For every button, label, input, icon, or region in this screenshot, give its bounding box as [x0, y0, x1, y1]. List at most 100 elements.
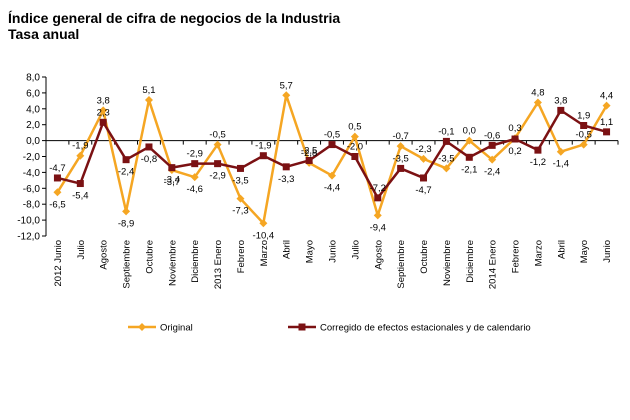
data-label: 1,1: [600, 117, 613, 128]
data-label: -1,9: [72, 141, 88, 152]
data-label: 0,2: [508, 146, 521, 157]
x-tick-label: 2012 Junio: [53, 240, 64, 286]
data-label: 5,7: [280, 80, 293, 91]
data-label: -9,4: [370, 222, 386, 233]
x-tick-label: Noviembre: [167, 240, 178, 286]
y-tick-label: 8,0: [26, 73, 40, 84]
data-point-original: [373, 211, 382, 220]
x-tick-label: 2013 Enero: [213, 240, 224, 289]
data-label: -2,4: [118, 167, 134, 178]
x-tick-label: Abril: [556, 240, 567, 259]
x-tick-label: Junio: [328, 240, 339, 263]
data-point-corregido: [99, 118, 107, 126]
legend: Original Corregido de efectos estacionale…: [128, 323, 531, 334]
x-tick-label: Octubre: [419, 240, 430, 274]
data-point-original: [328, 171, 336, 180]
x-tick-label: Agosto: [99, 240, 110, 270]
x-tick-label: Septiembre: [122, 240, 133, 289]
chart-subtitle: Tasa anual: [8, 26, 80, 42]
x-tick-label: Mayo: [579, 240, 590, 263]
data-point-original: [99, 106, 108, 115]
data-label: -3,4: [164, 175, 180, 186]
x-tick-label: Diciembre: [465, 240, 476, 283]
x-tick-label: Julio: [76, 240, 87, 260]
data-label: -0,7: [392, 131, 408, 142]
data-label: -5,4: [72, 191, 88, 202]
data-point-corregido: [511, 135, 519, 143]
data-label: -0,5: [575, 130, 591, 141]
data-point-corregido: [534, 146, 542, 154]
data-point-corregido: [259, 152, 267, 160]
data-label: -4,4: [324, 183, 340, 194]
x-tick-label: Noviembre: [442, 240, 453, 286]
data-label: -2,3: [415, 144, 431, 155]
x-tick-label: Agosto: [373, 240, 384, 270]
data-label: -10,4: [253, 230, 275, 241]
legend-label-original: Original: [160, 323, 193, 334]
data-label: -2,0: [347, 142, 363, 153]
data-point-corregido: [420, 174, 428, 182]
data-label: -1,4: [553, 159, 569, 170]
data-label: -2,8: [301, 148, 317, 159]
data-label: 5,1: [142, 85, 155, 96]
data-label: -1,9: [255, 141, 271, 152]
data-labels: -6,5 -1,9 3,8 -8,9 5,1 -3,7 -4,6 -0,5 -7,3 -10,4 5…: [49, 80, 613, 241]
data-label: -3,5: [232, 175, 248, 186]
data-label: -7,3: [232, 206, 248, 217]
data-label: 1,9: [577, 110, 590, 121]
data-label: -0,5: [209, 130, 225, 141]
x-tick-label: Diciembre: [190, 240, 201, 283]
data-point-original: [53, 188, 62, 197]
data-label: -8,9: [118, 218, 134, 229]
y-tick-label: 0,0: [26, 136, 40, 147]
data-label: -0,8: [141, 154, 157, 165]
y-tick-label: -6,0: [23, 184, 41, 195]
data-label: 0,0: [463, 126, 476, 137]
x-tick-label: 2014 Enero: [488, 240, 499, 289]
data-point-original: [579, 140, 588, 149]
data-point-original: [419, 154, 428, 163]
data-label: -0,5: [324, 130, 340, 141]
data-point-corregido: [580, 121, 588, 129]
data-point-corregido: [76, 180, 84, 188]
data-label: 4,8: [531, 87, 544, 98]
legend-label-corregido: Corregido de efectos estacionales y de c…: [320, 323, 531, 334]
y-tick-label: -8,0: [23, 200, 41, 211]
data-label: -2,9: [187, 149, 203, 160]
data-point-original: [488, 155, 497, 164]
data-point-original: [396, 142, 405, 151]
y-tick-label: 6,0: [26, 88, 40, 99]
legend-marker-original: [138, 323, 146, 331]
data-point-original: [442, 164, 451, 173]
data-label: -4,7: [49, 163, 65, 174]
x-tick-label: Febrero: [511, 240, 522, 273]
data-point-corregido: [145, 143, 153, 151]
data-label: -4,7: [415, 185, 431, 196]
x-tick-label: Abril: [282, 240, 293, 259]
x-tick-label: Julio: [350, 240, 361, 260]
data-point-corregido: [465, 153, 473, 161]
data-label: -1,2: [530, 157, 546, 168]
y-tick-label: 4,0: [26, 104, 40, 115]
data-label: -2,9: [209, 171, 225, 182]
data-label: -2,5: [301, 145, 317, 156]
data-point-original: [122, 207, 131, 216]
data-point-original: [282, 91, 291, 100]
data-point-corregido: [122, 156, 130, 164]
chart-title: Índice general de cifra de negocios de l…: [8, 10, 341, 26]
x-tick-label: Septiembre: [396, 240, 407, 289]
data-label: 0,3: [508, 123, 521, 134]
data-label: 3,8: [554, 95, 567, 106]
data-label: 3,8: [97, 95, 110, 106]
data-point-original: [144, 96, 153, 105]
x-tick-label: Febrero: [236, 240, 247, 273]
x-tick-label: Mayo: [305, 240, 316, 263]
data-point-corregido: [374, 194, 382, 202]
data-point-corregido: [191, 160, 199, 168]
data-label: -3,5: [438, 153, 454, 164]
y-tick-label: -10,0: [17, 216, 40, 227]
y-tick-label: -12,0: [17, 232, 40, 243]
data-point-corregido: [305, 156, 313, 164]
data-point-original: [465, 136, 474, 145]
x-tick-label: Octubre: [144, 240, 155, 274]
